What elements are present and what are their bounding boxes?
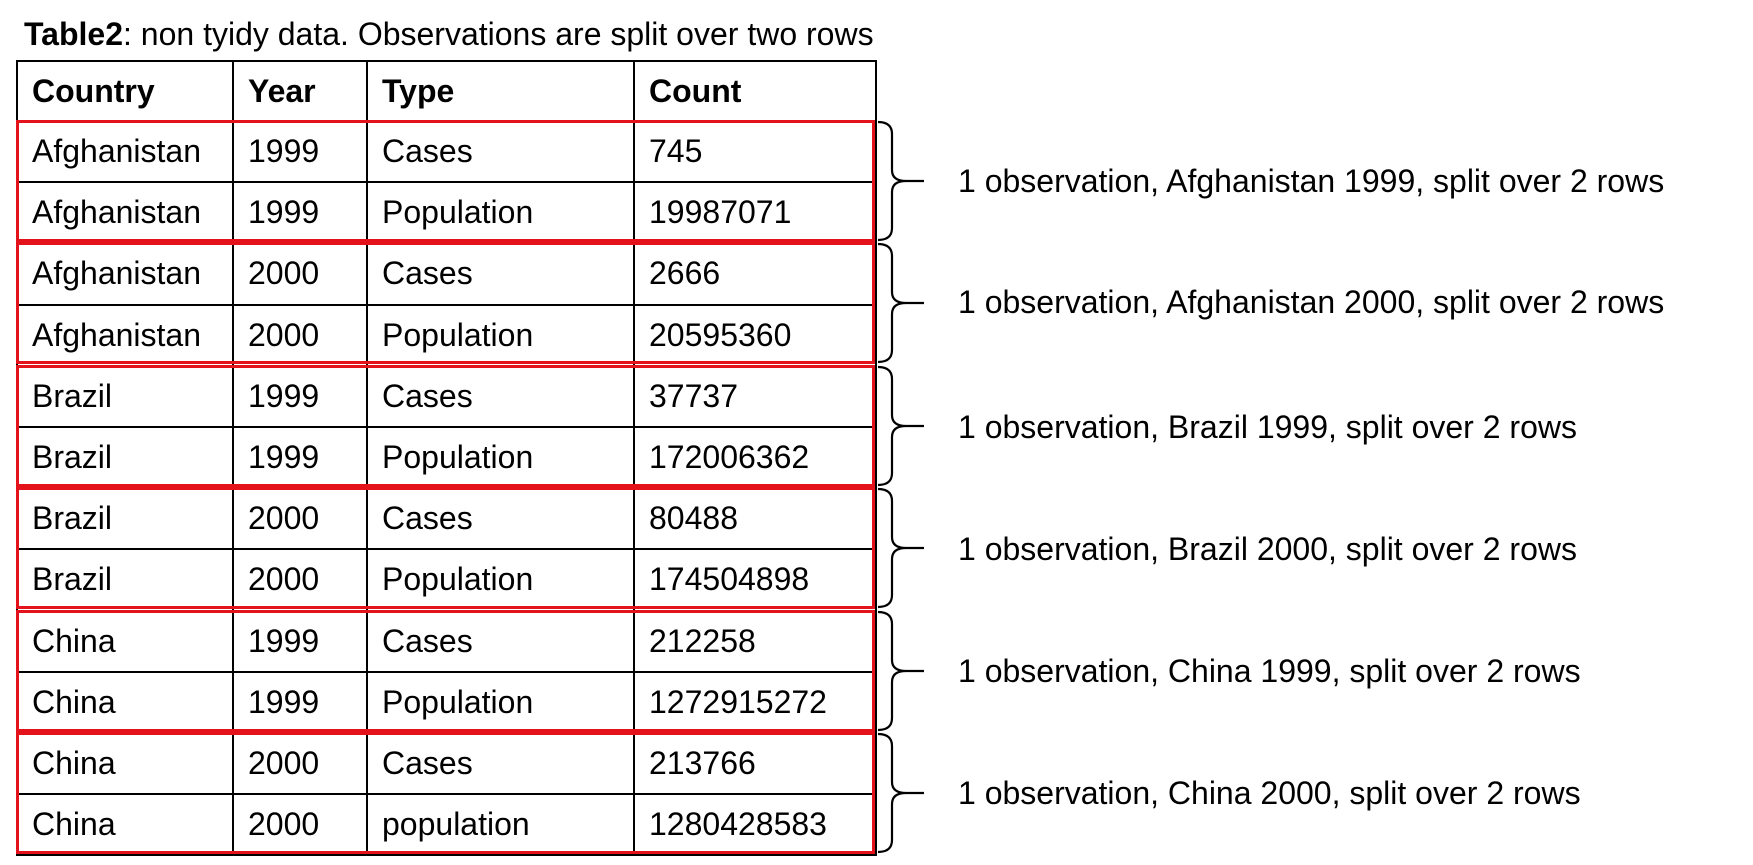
cell-count: 174504898: [633, 548, 877, 612]
table-row: Afghanistan 1999 Cases 745: [16, 119, 877, 184]
cell-type: Population: [366, 181, 635, 245]
table-caption: Table2: non tyidy data. Observations are…: [24, 12, 874, 56]
cell-type: Cases: [366, 364, 635, 428]
table-row: Brazil 2000 Population 174504898: [16, 548, 877, 612]
table-caption-label: Table2: [24, 16, 123, 52]
observation-note: 1 observation, Brazil 2000, split over 2…: [958, 531, 1577, 567]
cell-year: 2000: [232, 303, 368, 367]
observation-note: 1 observation, Afghanistan 2000, split o…: [958, 284, 1665, 320]
observation-note: 1 observation, China 1999, split over 2 …: [958, 653, 1581, 689]
cell-country: Afghanistan: [16, 181, 234, 245]
brace-icon: [877, 120, 924, 242]
cell-year: 2000: [232, 487, 368, 551]
data-table: Country Year Type Count Afghanistan 1999…: [16, 60, 877, 857]
cell-count: 213766: [633, 731, 877, 796]
brace-icon: [877, 610, 924, 732]
observation-note: 1 observation, Afghanistan 1999, split o…: [958, 163, 1665, 199]
cell-year: 1999: [232, 181, 368, 245]
cell-country: Afghanistan: [16, 303, 234, 367]
cell-country: Brazil: [16, 487, 234, 551]
cell-count: 20595360: [633, 303, 877, 367]
cell-year: 2000: [232, 242, 368, 306]
column-header-country: Country: [16, 60, 234, 122]
cell-country: Afghanistan: [16, 242, 234, 306]
table-caption-text: : non tyidy data. Observations are split…: [123, 16, 874, 52]
observation-note: 1 observation, Brazil 1999, split over 2…: [958, 409, 1577, 445]
cell-type: Population: [366, 548, 635, 612]
brace-icon: [877, 242, 924, 364]
column-header-year: Year: [232, 60, 368, 122]
cell-year: 1999: [232, 364, 368, 428]
table-row: China 2000 population 1280428583: [16, 793, 877, 857]
cell-count: 37737: [633, 364, 877, 428]
cell-year: 1999: [232, 119, 368, 184]
cell-count: 80488: [633, 487, 877, 551]
brace-icon: [877, 487, 924, 609]
cell-country: Brazil: [16, 425, 234, 490]
cell-country: Brazil: [16, 548, 234, 612]
cell-year: 2000: [232, 548, 368, 612]
cell-count: 2666: [633, 242, 877, 306]
table-row: China 1999 Cases 212258: [16, 609, 877, 673]
cell-type: Cases: [366, 609, 635, 673]
table-row: Brazil 2000 Cases 80488: [16, 487, 877, 551]
table-row: Brazil 1999 Cases 37737: [16, 364, 877, 428]
cell-type: Population: [366, 670, 635, 734]
table-row: Afghanistan 2000 Population 20595360: [16, 303, 877, 367]
cell-type: Cases: [366, 487, 635, 551]
cell-year: 2000: [232, 793, 368, 857]
brace-icon: [877, 365, 924, 487]
table-row: China 2000 Cases 213766: [16, 731, 877, 796]
observation-note: 1 observation, China 2000, split over 2 …: [958, 775, 1581, 811]
cell-type: Population: [366, 303, 635, 367]
cell-year: 2000: [232, 731, 368, 796]
cell-country: China: [16, 731, 234, 796]
table-row: Afghanistan 2000 Cases 2666: [16, 242, 877, 306]
cell-country: Afghanistan: [16, 119, 234, 184]
cell-country: China: [16, 670, 234, 734]
cell-type: Cases: [366, 119, 635, 184]
brace-icon: [877, 732, 924, 854]
